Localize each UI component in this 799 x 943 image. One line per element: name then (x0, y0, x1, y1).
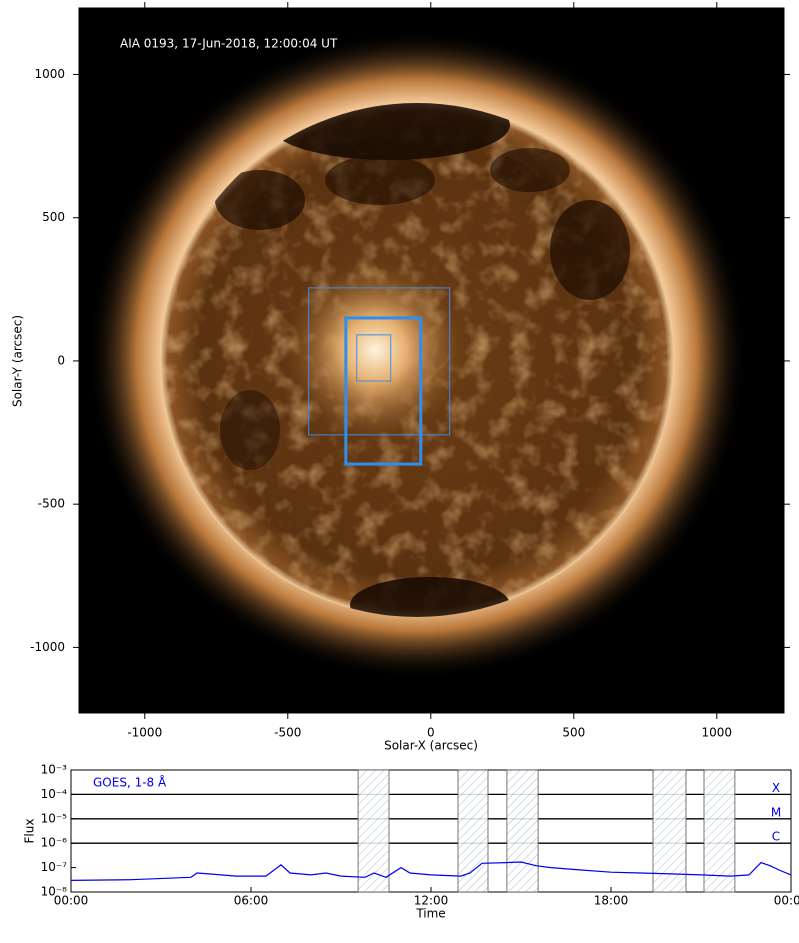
region-box (344, 316, 423, 466)
x-tick-label: -1000 (127, 726, 162, 740)
time-span (457, 769, 489, 893)
y-axis-label: Solar-Y (arcsec) (11, 315, 25, 407)
y-tick-label: 0 (57, 353, 65, 367)
y-tick-label: 10⁻⁵ (41, 811, 68, 825)
x-tick-label: 00:00 (54, 894, 89, 908)
x-tick-label: 1000 (702, 726, 733, 740)
time-span (357, 769, 390, 893)
x-tick-label: 500 (562, 726, 585, 740)
x-tick-label: 18:00 (594, 894, 629, 908)
y-tick-label: 1000 (34, 67, 65, 81)
x-tick-label: 12:00 (414, 894, 449, 908)
region-box (356, 334, 392, 382)
flux-line (70, 861, 792, 881)
y-axis-label: Flux (23, 819, 37, 844)
y-tick-label: 10⁻³ (41, 763, 68, 777)
class-label: C (772, 830, 780, 844)
x-tick-label: -500 (274, 726, 301, 740)
time-span (703, 769, 736, 893)
x-tick-label: 0 (427, 726, 435, 740)
y-tick-label: 10⁻⁷ (41, 860, 68, 874)
y-tick-label: 10⁻⁴ (41, 787, 68, 801)
time-span (652, 769, 687, 893)
image-title: AIA 0193, 17-Jun-2018, 12:00:04 UT (120, 37, 338, 51)
class-label: X (772, 781, 780, 795)
time-span (506, 769, 539, 893)
y-tick-label: 10⁻⁶ (41, 836, 68, 850)
y-tick-label: 10⁻⁸ (41, 885, 68, 899)
class-label: M (771, 805, 781, 819)
region-box (308, 287, 451, 436)
y-tick-label: 500 (42, 210, 65, 224)
y-tick-label: -1000 (30, 640, 65, 654)
y-tick-label: -500 (38, 497, 65, 511)
x-axis-label: Solar-X (arcsec) (384, 739, 478, 753)
x-tick-label: 00:00 (774, 894, 799, 908)
x-axis-label: Time (415, 907, 445, 921)
legend-label: GOES, 1-8 Å (93, 775, 167, 790)
x-tick-label: 06:00 (234, 894, 269, 908)
solar-image (79, 8, 784, 713)
